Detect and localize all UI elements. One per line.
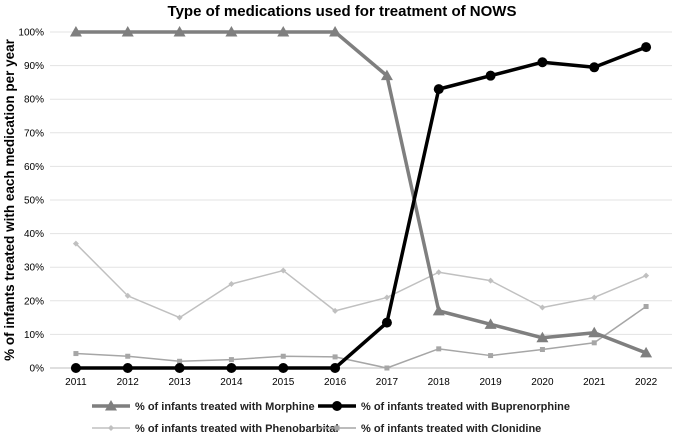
data-point: [488, 353, 494, 359]
data-point: [381, 317, 392, 328]
data-point: [124, 292, 131, 299]
series-line: [75, 305, 647, 369]
data-point: [433, 84, 444, 95]
data-point: [174, 363, 185, 373]
series-line: [75, 45, 647, 370]
data-point: [435, 269, 442, 276]
legend-item: % of infants treated with Phenobarbital: [92, 423, 339, 435]
x-tick-label: 2017: [376, 377, 399, 388]
x-tick-label: 2021: [583, 377, 606, 388]
data-point: [69, 26, 82, 37]
data-point: [280, 353, 286, 359]
legend-item: % of infants treated with Clonidine: [318, 423, 541, 435]
legend-label: % of infants treated with Clonidine: [361, 423, 541, 435]
legend-marker: [332, 401, 342, 411]
legend-marker: [105, 400, 117, 411]
data-point: [226, 363, 237, 373]
data-point: [177, 358, 183, 364]
data-point: [329, 26, 342, 37]
y-tick-label: 10%: [24, 330, 44, 341]
y-tick-label: 90%: [24, 61, 44, 72]
data-point: [485, 70, 496, 81]
y-tick-label: 20%: [24, 296, 44, 307]
grid-lines: [50, 31, 672, 335]
y-tick-label: 70%: [24, 128, 44, 139]
data-point: [121, 26, 134, 37]
legend-marker: [334, 425, 340, 431]
data-point: [591, 340, 597, 346]
data-point: [641, 42, 652, 53]
chart-title: Type of medications used for treatment o…: [168, 3, 517, 20]
data-point: [487, 277, 494, 284]
x-tick-label: 2022: [635, 377, 658, 388]
data-point: [536, 331, 549, 343]
data-point: [73, 351, 79, 357]
data-point: [280, 267, 287, 274]
series-diamond: [72, 240, 650, 321]
x-tick-label: 2011: [65, 377, 87, 388]
data-point: [332, 307, 339, 314]
y-tick-label: 0%: [30, 364, 45, 375]
data-point: [591, 294, 598, 301]
x-tick-label: 2019: [479, 377, 502, 388]
y-tick-label: 80%: [24, 95, 44, 106]
data-point: [332, 354, 338, 360]
y-tick-label: 50%: [24, 196, 44, 207]
y-tick-label: 60%: [24, 162, 44, 173]
data-point: [640, 346, 653, 358]
data-point: [228, 281, 235, 287]
x-tick-label: 2013: [168, 377, 191, 388]
data-point: [589, 62, 600, 73]
series-line: [75, 243, 647, 319]
x-tick-label: 2018: [428, 377, 451, 388]
data-point: [70, 363, 81, 373]
y-tick-label: 30%: [24, 263, 44, 274]
data-point: [122, 363, 133, 373]
data-point: [484, 318, 497, 329]
data-point: [383, 294, 390, 301]
y-axis-label: % of infants treated with each medicatio…: [2, 38, 17, 361]
series-layer: [69, 26, 653, 373]
series-triangle: [69, 26, 653, 358]
x-tick-label: 2020: [531, 377, 554, 388]
data-point: [643, 304, 649, 310]
series-square: [73, 304, 649, 371]
data-point: [330, 363, 341, 373]
data-point: [588, 326, 601, 338]
legend-label: % of infants treated with Buprenorphine: [361, 401, 570, 413]
x-tick-label: 2014: [220, 377, 243, 388]
data-point: [436, 346, 442, 352]
series-line: [75, 30, 647, 355]
legend-item: % of infants treated with Morphine: [92, 400, 315, 413]
data-point: [537, 57, 548, 68]
legend: % of infants treated with Morphine % of i…: [92, 400, 570, 435]
data-point: [125, 353, 131, 359]
data-point: [225, 26, 238, 37]
data-point: [432, 304, 445, 316]
data-point: [176, 314, 183, 321]
data-point: [539, 347, 545, 353]
y-tick-label: 100%: [18, 28, 44, 39]
data-point: [228, 357, 234, 363]
data-point: [277, 26, 290, 37]
data-point: [539, 304, 546, 311]
data-point: [278, 363, 289, 373]
x-tick-label: 2012: [117, 377, 140, 388]
legend-label: % of infants treated with Morphine: [135, 401, 315, 413]
legend-item: % of infants treated with Buprenorphine: [318, 401, 570, 413]
legend-label: % of infants treated with Phenobarbital: [135, 423, 339, 435]
data-point: [380, 69, 393, 81]
x-tick-label: 2015: [272, 377, 295, 388]
series-circle: [70, 42, 652, 373]
data-point: [643, 272, 650, 279]
legend-marker: [108, 425, 114, 431]
data-point: [72, 240, 79, 247]
x-tick-label: 2016: [324, 377, 347, 388]
y-tick-label: 40%: [24, 229, 44, 240]
data-point: [173, 26, 186, 37]
data-point: [384, 365, 390, 371]
